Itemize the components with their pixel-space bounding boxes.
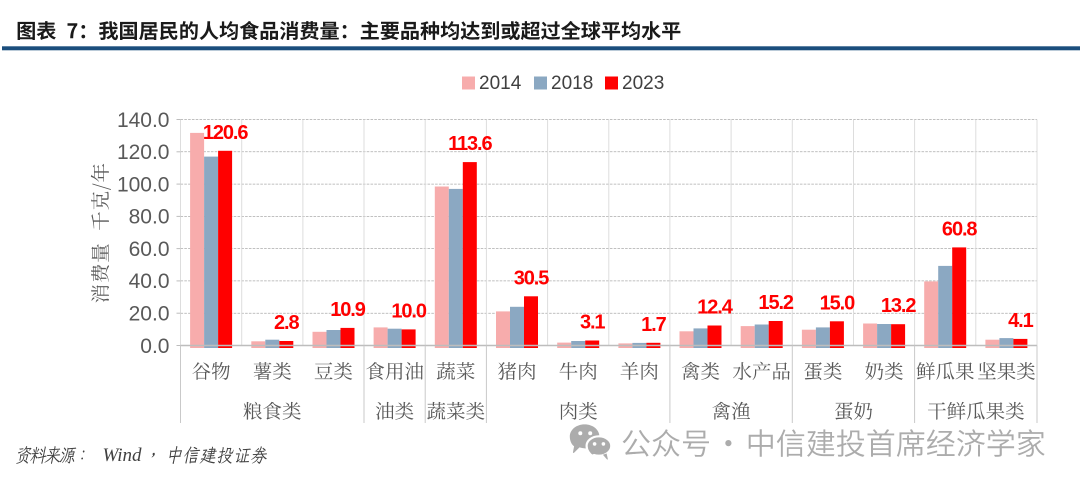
svg-text:120.6: 120.6 bbox=[203, 122, 249, 144]
svg-text:2.8: 2.8 bbox=[274, 312, 299, 334]
svg-text:4.1: 4.1 bbox=[1008, 310, 1033, 332]
svg-text:12.4: 12.4 bbox=[697, 297, 734, 319]
svg-text:Wind: Wind bbox=[103, 445, 143, 466]
svg-text:3.1: 3.1 bbox=[580, 312, 605, 334]
svg-text:10.0: 10.0 bbox=[391, 300, 427, 322]
svg-text:60.8: 60.8 bbox=[942, 218, 978, 240]
svg-text:140.0: 140.0 bbox=[117, 109, 170, 132]
svg-text:13.2: 13.2 bbox=[881, 295, 917, 317]
svg-text:40.0: 40.0 bbox=[129, 270, 170, 293]
svg-text:60.0: 60.0 bbox=[129, 238, 170, 261]
svg-text:100.0: 100.0 bbox=[117, 173, 170, 196]
svg-text:30.5: 30.5 bbox=[514, 267, 550, 289]
svg-text:113.6: 113.6 bbox=[448, 133, 492, 155]
svg-text:1.7: 1.7 bbox=[641, 314, 666, 336]
svg-text:2023: 2023 bbox=[622, 73, 664, 94]
svg-text:15.0: 15.0 bbox=[820, 292, 856, 314]
svg-text:10.9: 10.9 bbox=[330, 299, 366, 321]
svg-text:15.2: 15.2 bbox=[758, 292, 794, 314]
svg-text:2018: 2018 bbox=[551, 73, 593, 94]
svg-text:80.0: 80.0 bbox=[129, 206, 170, 229]
svg-text:2014: 2014 bbox=[479, 73, 522, 94]
svg-text:0.0: 0.0 bbox=[140, 335, 169, 358]
svg-text:120.0: 120.0 bbox=[117, 141, 170, 164]
svg-text:20.0: 20.0 bbox=[129, 303, 170, 326]
